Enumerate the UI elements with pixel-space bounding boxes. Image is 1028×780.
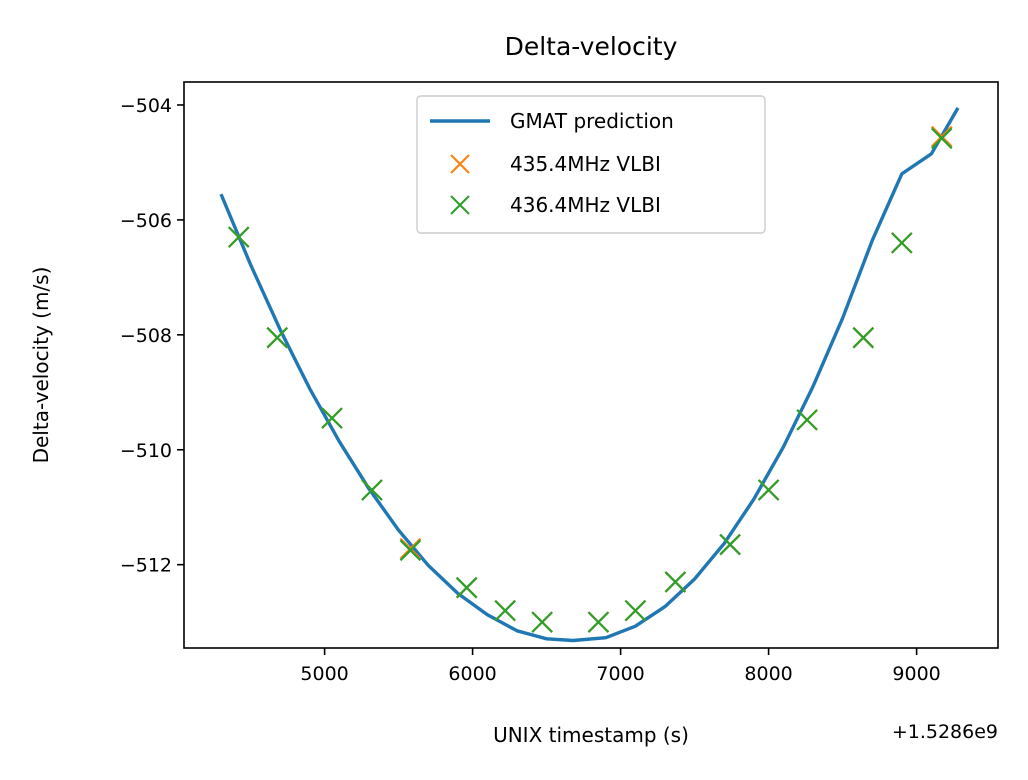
data-point-436-4mhz-vlbi-8 bbox=[587, 611, 610, 633]
chart-title: Delta-velocity bbox=[505, 32, 678, 61]
data-point-436-4mhz-vlbi-4 bbox=[399, 539, 422, 562]
x-tick-label-0: 5000 bbox=[300, 663, 348, 685]
y-tick-label-1: −506 bbox=[120, 210, 172, 232]
y-tick-label-0: −504 bbox=[120, 95, 172, 117]
y-axis-label: Delta-velocity (m/s) bbox=[29, 267, 53, 464]
data-point-436-4mhz-vlbi-7 bbox=[531, 611, 553, 633]
x-tick-label-3: 8000 bbox=[744, 663, 792, 685]
data-point-436-4mhz-vlbi-15 bbox=[891, 232, 913, 254]
legend-box bbox=[416, 95, 766, 234]
data-point-436-4mhz-vlbi-1 bbox=[266, 326, 289, 349]
data-point-436-4mhz-vlbi-9 bbox=[624, 599, 647, 622]
data-point-436-4mhz-vlbi-16 bbox=[930, 127, 953, 150]
x-axis-label: UNIX timestamp (s) bbox=[493, 723, 689, 747]
data-point-436-4mhz-vlbi-6 bbox=[494, 599, 516, 622]
x-tick-label-4: 9000 bbox=[892, 663, 940, 685]
data-point-436-4mhz-vlbi-12 bbox=[757, 479, 780, 501]
plot-area bbox=[183, 81, 999, 649]
y-tick-label-2: −508 bbox=[120, 325, 172, 347]
x-tick-label-2: 7000 bbox=[596, 663, 644, 685]
data-point-436-4mhz-vlbi-14 bbox=[852, 326, 875, 349]
legend-label-gmat-prediction: GMAT prediction bbox=[510, 109, 674, 133]
data-point-436-4mhz-vlbi-0 bbox=[227, 226, 250, 248]
y-axis-ticks: −504 −506 −508 −510 −512 bbox=[120, 95, 184, 577]
series-layer bbox=[219, 107, 960, 643]
legend-swatch-435-vlbi bbox=[450, 154, 470, 174]
data-point-435-4mhz-vlbi-16 bbox=[930, 125, 953, 148]
legend-label-435-vlbi: 435.4MHz VLBI bbox=[510, 152, 661, 176]
legend: GMAT prediction 435.4MHz VLBI 436.4MHz V… bbox=[416, 95, 766, 234]
data-point-436-4mhz-vlbi-2 bbox=[321, 407, 343, 429]
data-point-436-4mhz-vlbi-5 bbox=[455, 576, 478, 599]
x-tick-label-1: 6000 bbox=[448, 663, 496, 685]
legend-swatch-436-vlbi bbox=[450, 195, 470, 215]
data-point-436-4mhz-vlbi-10 bbox=[664, 571, 687, 593]
series-markers-436-4mhz-vlbi bbox=[227, 127, 953, 633]
data-point-435-4mhz-vlbi-4 bbox=[399, 537, 422, 560]
x-axis-ticks: 5000 6000 7000 8000 9000 bbox=[300, 648, 941, 685]
y-tick-label-3: −510 bbox=[120, 440, 172, 462]
data-point-436-4mhz-vlbi-11 bbox=[719, 533, 741, 556]
data-point-436-4mhz-vlbi-3 bbox=[361, 479, 383, 501]
y-tick-label-4: −512 bbox=[120, 555, 172, 577]
series-line-gmat-prediction bbox=[219, 107, 960, 643]
data-point-436-4mhz-vlbi-13 bbox=[796, 409, 818, 431]
legend-label-436-vlbi: 436.4MHz VLBI bbox=[510, 193, 661, 217]
x-axis-offset-label: +1.5286e9 bbox=[892, 721, 998, 743]
axes-frame bbox=[183, 81, 999, 649]
